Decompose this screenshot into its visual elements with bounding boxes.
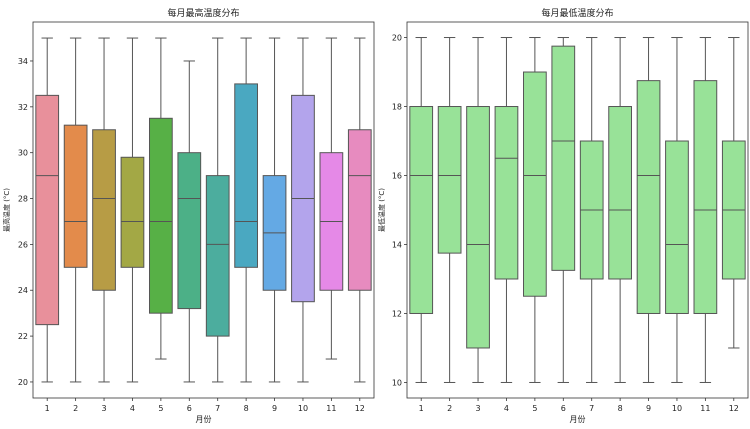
y-tick-label: 12 <box>392 309 402 318</box>
box-1 <box>409 106 434 314</box>
y-tick-label: 14 <box>392 240 402 249</box>
box-5 <box>149 117 173 314</box>
x-tick-label: 9 <box>272 404 277 413</box>
box-2 <box>437 106 462 254</box>
min-temp-boxplot-panel: 每月最低温度分布 10 12 14 16 18 20 1 2 3 4 5 6 7 8 9 10 11 12 月份 最低温… <box>375 0 750 425</box>
chart-title: 每月最高温度分布 <box>167 7 239 19</box>
y-tick-label: 10 <box>392 378 402 387</box>
x-tick-label: 3 <box>475 404 480 413</box>
y-axis-label: 最高温度 (°C) <box>2 188 11 232</box>
box-3 <box>92 129 116 291</box>
x-tick-label: 5 <box>158 404 163 413</box>
x-tick-label: 11 <box>700 404 710 413</box>
box-3 <box>466 106 490 349</box>
box-6 <box>551 45 576 271</box>
x-tick-label: 12 <box>729 404 739 413</box>
x-tick-label: 9 <box>646 404 651 413</box>
x-tick-label: 2 <box>447 404 452 413</box>
x-tick-label: 6 <box>561 404 566 413</box>
x-tick-label: 4 <box>504 404 509 413</box>
x-tick-label: 1 <box>419 404 424 413</box>
y-tick-label: 32 <box>18 103 28 112</box>
plot-frame <box>406 21 749 399</box>
x-tick-label: 12 <box>355 404 365 413</box>
y-tick-label: 16 <box>392 172 402 181</box>
x-axis-label: 月份 <box>570 414 586 424</box>
plot-frame <box>32 21 375 399</box>
x-tick-label: 8 <box>618 404 623 413</box>
x-tick-label: 10 <box>298 404 308 413</box>
y-tick-label: 30 <box>18 149 28 158</box>
y-tick-label: 20 <box>18 378 28 387</box>
box-8 <box>234 83 258 268</box>
x-tick-label: 1 <box>45 404 50 413</box>
max-temp-boxplot-panel: 每月最高温度分布 20 22 24 26 28 30 32 34 1 2 3 4 5 6 7 8 9 10 11 12 月… <box>0 0 375 425</box>
box-1 <box>35 94 60 326</box>
box-11 <box>693 80 718 314</box>
box-4 <box>120 156 145 268</box>
x-axis-label: 月份 <box>196 414 212 424</box>
x-tick-label: 11 <box>326 404 336 413</box>
box-4 <box>494 106 519 280</box>
x-tick-label: 8 <box>244 404 249 413</box>
x-tick-label: 5 <box>532 404 537 413</box>
box-5 <box>523 71 547 297</box>
y-tick-label: 34 <box>18 57 28 66</box>
box-6 <box>177 152 202 310</box>
y-axis-label: 最低温度 (°C) <box>377 188 386 232</box>
y-tick-label: 24 <box>18 286 28 295</box>
box-2 <box>63 124 88 268</box>
x-tick-label: 7 <box>215 404 220 413</box>
y-tick-label: 18 <box>392 103 402 112</box>
y-tick-label: 20 <box>392 34 402 43</box>
y-tick-label: 28 <box>18 195 28 204</box>
box-12 <box>347 129 372 291</box>
box-10 <box>665 140 689 314</box>
chart-title: 每月最低温度分布 <box>541 7 613 19</box>
box-9 <box>636 80 661 314</box>
y-tick-label: 26 <box>18 240 28 249</box>
x-tick-label: 10 <box>672 404 682 413</box>
x-tick-label: 4 <box>130 404 135 413</box>
x-tick-label: 7 <box>589 404 594 413</box>
box-8 <box>608 106 632 280</box>
x-tick-label: 6 <box>187 404 192 413</box>
x-tick-label: 2 <box>73 404 78 413</box>
x-tick-label: 3 <box>101 404 106 413</box>
y-tick-label: 22 <box>18 332 28 341</box>
box-7 <box>205 175 230 337</box>
